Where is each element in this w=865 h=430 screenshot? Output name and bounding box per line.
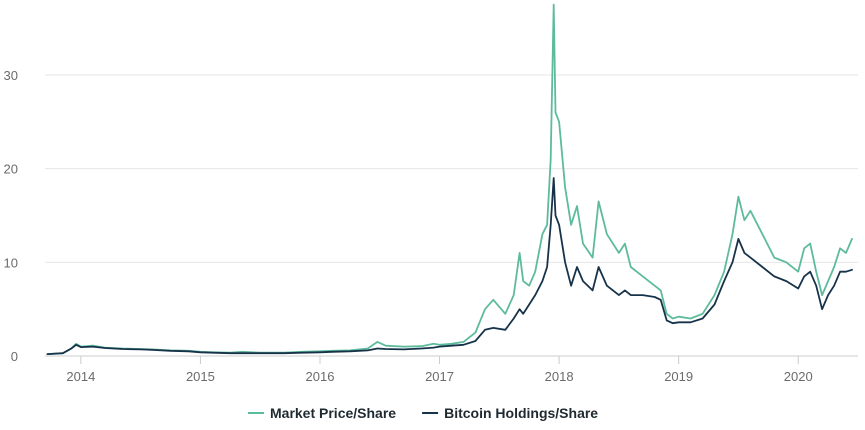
x-axis: 2014 2015 2016 2017 2018 2019 2020 (66, 356, 813, 384)
legend-label: Bitcoin Holdings/Share (444, 405, 598, 421)
x-tick-label: 2019 (664, 369, 693, 384)
series-line-1 (46, 177, 853, 355)
legend-item-1[interactable]: Bitcoin Holdings/Share (422, 405, 598, 421)
y-axis: 0 10 20 30 (4, 68, 18, 364)
series-lines (46, 3, 853, 355)
x-tick-label: 2018 (545, 369, 574, 384)
legend[interactable]: Market Price/Share Bitcoin Holdings/Share (248, 405, 598, 421)
series-line-0 (46, 3, 853, 355)
y-tick-label: 0 (11, 349, 18, 364)
y-tick-label: 20 (4, 162, 18, 177)
x-tick-label: 2015 (186, 369, 215, 384)
y-tick-label: 30 (4, 68, 18, 83)
grid (45, 74, 858, 263)
legend-item-0[interactable]: Market Price/Share (248, 405, 396, 421)
y-tick-label: 10 (4, 255, 18, 270)
x-tick-label: 2020 (784, 369, 813, 384)
x-tick-label: 2014 (66, 369, 95, 384)
legend-label: Market Price/Share (270, 405, 396, 421)
x-tick-label: 2016 (306, 369, 335, 384)
x-tick-label: 2017 (425, 369, 454, 384)
